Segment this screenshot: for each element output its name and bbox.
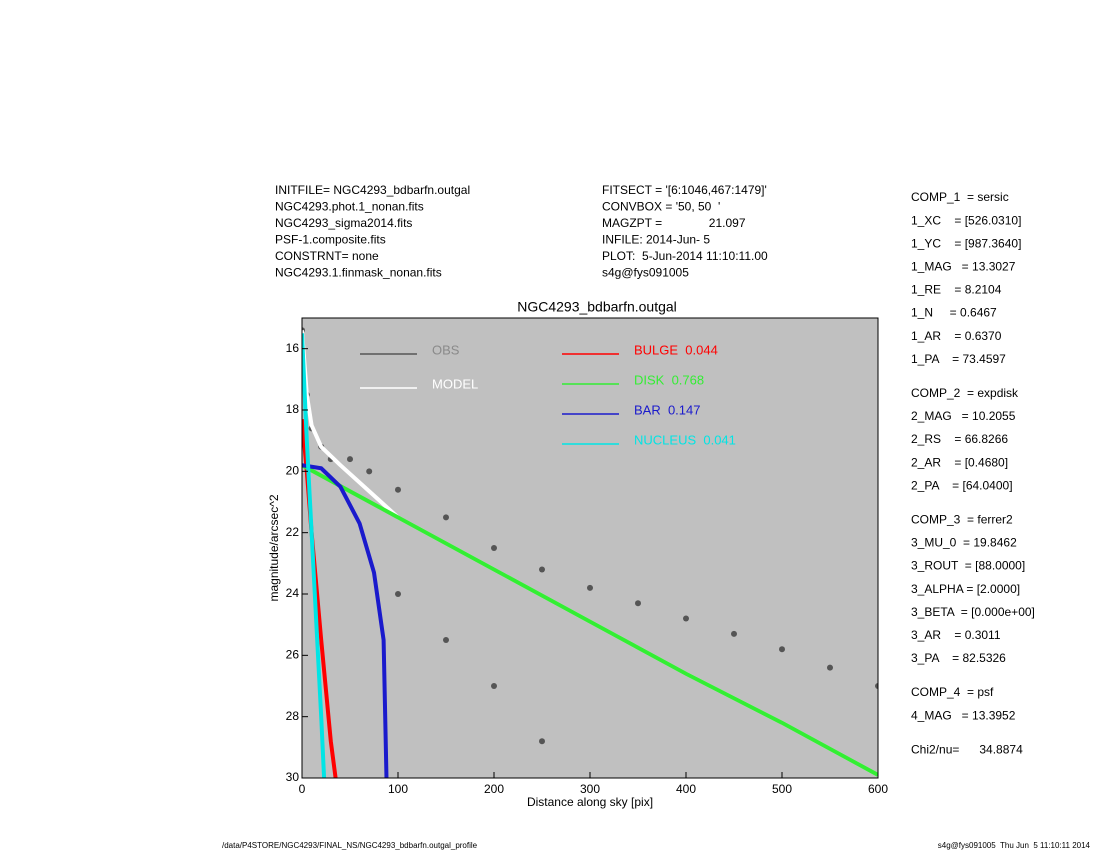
- legend-label: DISK 0.768: [634, 372, 704, 387]
- obs-point: [395, 486, 401, 493]
- parameter-line: COMP_3 = ferrer2: [911, 512, 1013, 526]
- obs-point: [443, 514, 449, 521]
- parameter-line: COMP_4 = psf: [911, 685, 994, 699]
- parameter-line: 1_YC = [987.3640]: [911, 236, 1021, 250]
- info-middle-line: s4g@fys091005: [602, 266, 689, 280]
- profile-line: [302, 463, 389, 778]
- legend-label: MODEL: [432, 376, 478, 391]
- parameter-line: COMP_2 = expdisk: [911, 386, 1019, 400]
- y-tick-label: 20: [286, 464, 300, 478]
- x-tick-label: 0: [299, 782, 306, 796]
- footer-stamp: s4g@fys091005 Thu Jun 5 11:10:11 2014: [938, 841, 1091, 850]
- obs-point: [366, 468, 373, 475]
- x-tick-label: 500: [772, 782, 792, 796]
- info-left-line: PSF-1.composite.fits: [275, 233, 386, 247]
- obs-point: [443, 637, 449, 643]
- plot-background: [302, 318, 878, 778]
- info-middle-line: CONVBOX = '50, 50 ': [602, 200, 720, 214]
- info-left-line: NGC4293_sigma2014.fits: [275, 216, 412, 230]
- profile-line: [302, 333, 327, 778]
- info-middle-line: FITSECT = '[6:1046,467:1479]': [602, 183, 767, 197]
- parameter-line: 2_MAG = 10.2055: [911, 409, 1016, 423]
- parameter-line: 1_AR = 0.6370: [911, 329, 1002, 343]
- obs-point: [491, 683, 497, 689]
- footer-path: /data/P4STORE/NGC4293/FINAL_NS/NGC4293_b…: [222, 841, 478, 850]
- obs-point: [539, 738, 545, 745]
- x-tick-label: 300: [580, 782, 600, 796]
- legend-label: BAR 0.147: [634, 402, 701, 417]
- y-tick-label: 30: [286, 770, 300, 784]
- parameter-line: 3_AR = 0.3011: [911, 628, 1001, 642]
- parameter-line: 2_PA = [64.0400]: [911, 478, 1013, 492]
- obs-point: [875, 683, 878, 689]
- y-tick-label: 28: [286, 709, 300, 723]
- parameter-line: COMP_1 = sersic: [911, 190, 1009, 204]
- obs-point: [395, 591, 401, 597]
- parameter-line: 2_RS = 66.8266: [911, 432, 1008, 446]
- y-tick-label: 16: [286, 341, 300, 355]
- obs-point: [683, 615, 689, 622]
- parameter-line: 1_XC = [526.0310]: [911, 213, 1021, 227]
- plot-area: [302, 327, 878, 778]
- legend-label: OBS: [432, 342, 460, 357]
- parameter-line: 1_N = 0.6467: [911, 306, 997, 320]
- parameter-line: 1_MAG = 13.3027: [911, 259, 1016, 273]
- parameter-line: 3_BETA = [0.000e+00]: [911, 605, 1035, 619]
- legend-label: NUCLEUS 0.041: [634, 432, 736, 447]
- y-tick-label: 18: [286, 402, 300, 416]
- profile-line: [302, 463, 878, 777]
- info-middle-line: PLOT: 5-Jun-2014 11:10:11.00: [602, 249, 768, 263]
- obs-point: [779, 646, 785, 653]
- obs-point: [827, 664, 833, 671]
- parameter-line: 1_RE = 8.2104: [911, 283, 1002, 297]
- y-tick-label: 22: [286, 525, 300, 539]
- parameter-line: 3_ROUT = [88.0000]: [911, 559, 1025, 573]
- obs-point: [587, 584, 593, 591]
- parameter-line: 3_MU_0 = 19.8462: [911, 536, 1017, 550]
- x-tick-label: 100: [388, 782, 408, 796]
- obs-point: [635, 600, 641, 607]
- parameter-line: Chi2/nu= 34.8874: [911, 742, 1023, 756]
- parameter-line: 1_PA = 73.4597: [911, 352, 1006, 366]
- info-middle-line: MAGZPT = 21.097: [602, 216, 746, 230]
- obs-point: [539, 566, 545, 573]
- info-left-line: INITFILE= NGC4293_bdbarfn.outgal: [275, 183, 470, 197]
- info-left-line: NGC4293.phot.1_nonan.fits: [275, 200, 424, 214]
- x-tick-label: 200: [484, 782, 504, 796]
- y-tick-label: 26: [286, 648, 300, 662]
- parameter-line: 3_PA = 82.5326: [911, 651, 1006, 665]
- x-tick-label: 400: [676, 782, 696, 796]
- x-tick-label: 600: [868, 782, 888, 796]
- parameter-line: 2_AR = [0.4680]: [911, 455, 1008, 469]
- obs-point: [347, 456, 353, 463]
- info-left-line: NGC4293.1.finmask_nonan.fits: [275, 266, 442, 280]
- info-middle-line: INFILE: 2014-Jun- 5: [602, 233, 710, 247]
- y-axis-label: magnitude/arcsec^2: [267, 494, 281, 601]
- info-left-line: CONSTRNT= none: [275, 249, 379, 263]
- obs-point: [491, 545, 497, 551]
- y-tick-label: 24: [286, 586, 300, 600]
- chart-title: NGC4293_bdbarfn.outgal: [517, 299, 677, 315]
- parameter-line: 3_ALPHA = [2.0000]: [911, 582, 1020, 596]
- obs-point: [731, 630, 737, 637]
- parameter-line: 4_MAG = 13.3952: [911, 708, 1016, 722]
- legend-label: BULGE 0.044: [634, 342, 718, 357]
- x-axis-label: Distance along sky [pix]: [527, 795, 653, 809]
